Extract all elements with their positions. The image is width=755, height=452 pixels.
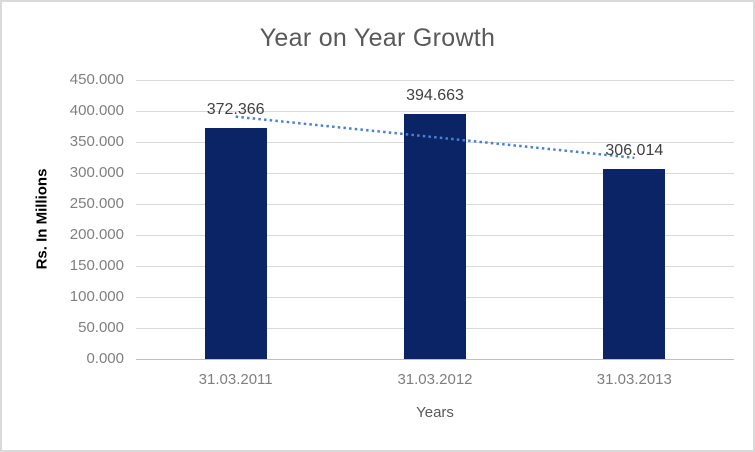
y-tick-label: 50.000 [78,319,124,336]
gridline [136,110,734,112]
bar-value-label: 306.014 [605,142,664,160]
x-tick-label: 31.03.2012 [397,371,473,388]
y-tick-label: 450.000 [69,71,124,88]
y-tick-label: 400.000 [69,102,124,119]
y-axis-title: Rs. In Millions [33,168,51,270]
gridline [136,79,734,81]
chart-title: Year on Year Growth [259,24,496,52]
x-tick-label: 31.03.2011 [198,371,273,388]
y-tick-label: 350.000 [69,133,124,150]
bar [404,114,466,359]
y-tick-label: 100.000 [69,288,124,305]
x-axis-line [136,358,734,360]
bar-value-label: 394.663 [406,87,464,105]
bar [204,128,267,359]
y-tick-label: 300.000 [69,164,124,181]
bar [603,169,666,359]
y-tick-label: 0.000 [86,350,124,367]
x-axis-title: Years [416,404,454,421]
x-tick-label: 31.03.2013 [596,371,672,388]
y-tick-label: 150.000 [69,257,124,274]
bar-value-label: 372.366 [206,101,265,119]
y-tick-label: 250.000 [69,195,124,212]
y-tick-label: 200.000 [69,226,124,243]
